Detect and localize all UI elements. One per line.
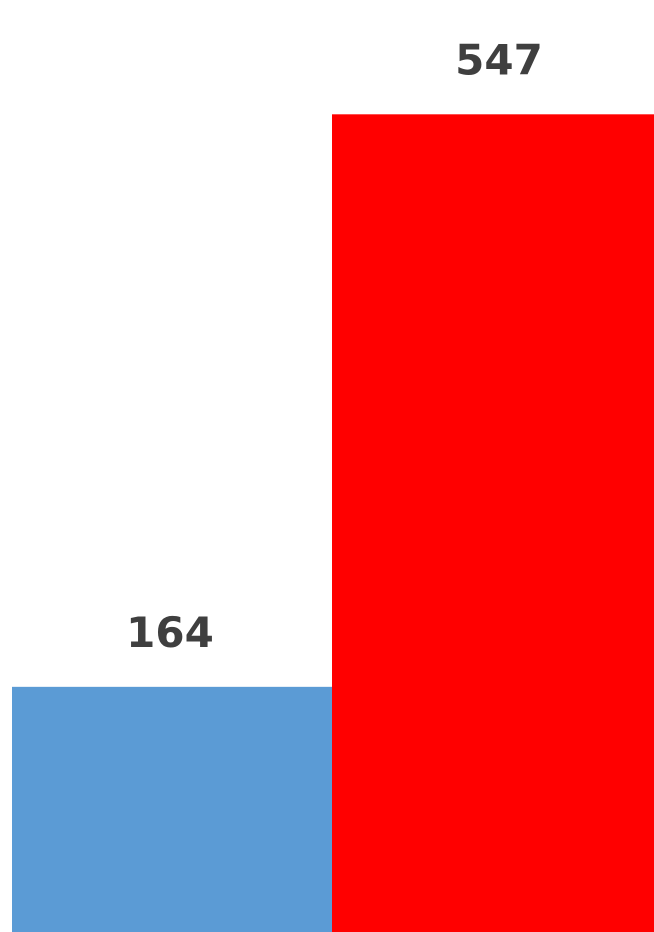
bar-1	[332, 114, 654, 932]
data-label-1: 547	[455, 35, 543, 84]
data-label-0: 164	[126, 608, 214, 657]
bar-0	[12, 686, 332, 932]
